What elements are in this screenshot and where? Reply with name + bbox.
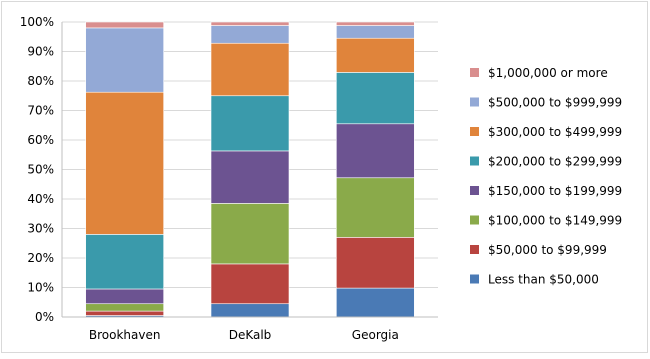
chart-border [1,1,648,353]
legend-label: $100,000 to $149,999 [488,214,622,228]
y-tick-label: 10% [27,281,54,295]
legend-swatch [470,68,479,77]
x-tick-label: Georgia [352,328,399,342]
bar-segment [336,177,415,238]
bar-segment [85,27,164,93]
legend-label: $300,000 to $499,999 [488,125,622,139]
bar-segment [336,72,415,125]
bar-segment [336,287,415,318]
bar-segment [85,91,164,235]
bar-segment [336,37,415,73]
legend-swatch [470,156,479,166]
x-tick-label: Brookhaven [89,328,161,342]
bar-segment [210,21,290,26]
bar-segment [85,21,164,29]
axis-layer: 0% 10% 20% 30% 40% 50% 60% 70% 80% 90% 100% Brookha… [20,15,438,342]
legend-label: $150,000 to $199,999 [488,184,622,198]
y-tick-label: 70% [27,104,54,118]
bar-segment [336,123,415,179]
legend-label: $50,000 to $99,999 [488,243,607,257]
bar-segment [336,21,415,26]
legend-swatch [470,215,479,225]
legend-swatch [470,97,479,107]
legend-label: Less than $50,000 [488,273,599,287]
legend-label: $1,000,000 or more [488,66,608,80]
legend-swatch [470,186,479,195]
legend-label: $500,000 to $999,999 [488,96,622,110]
y-tick-label: 40% [27,192,54,206]
legend-swatch [470,274,479,284]
bar-segment [210,263,290,305]
y-tick-label: 60% [27,133,54,147]
bar-segment [210,42,290,97]
legend-swatch [470,127,479,136]
legend: $1,000,000 or more $500,000 to $999,999 $3… [470,66,622,287]
y-tick-label: 90% [27,45,54,59]
y-tick-label: 100% [20,15,54,29]
y-tick-label: 50% [27,163,54,177]
y-tick-label: 80% [27,74,54,88]
y-tick-label: 30% [27,222,54,236]
bar-segment [210,95,290,152]
x-tick-label: DeKalb [229,328,272,342]
bars-layer [85,21,415,318]
bar-segment [210,150,290,204]
y-tick-label: 20% [27,251,54,265]
y-tick-label: 0% [35,310,54,324]
legend-swatch [470,245,479,254]
legend-label: $200,000 to $299,999 [488,155,622,169]
